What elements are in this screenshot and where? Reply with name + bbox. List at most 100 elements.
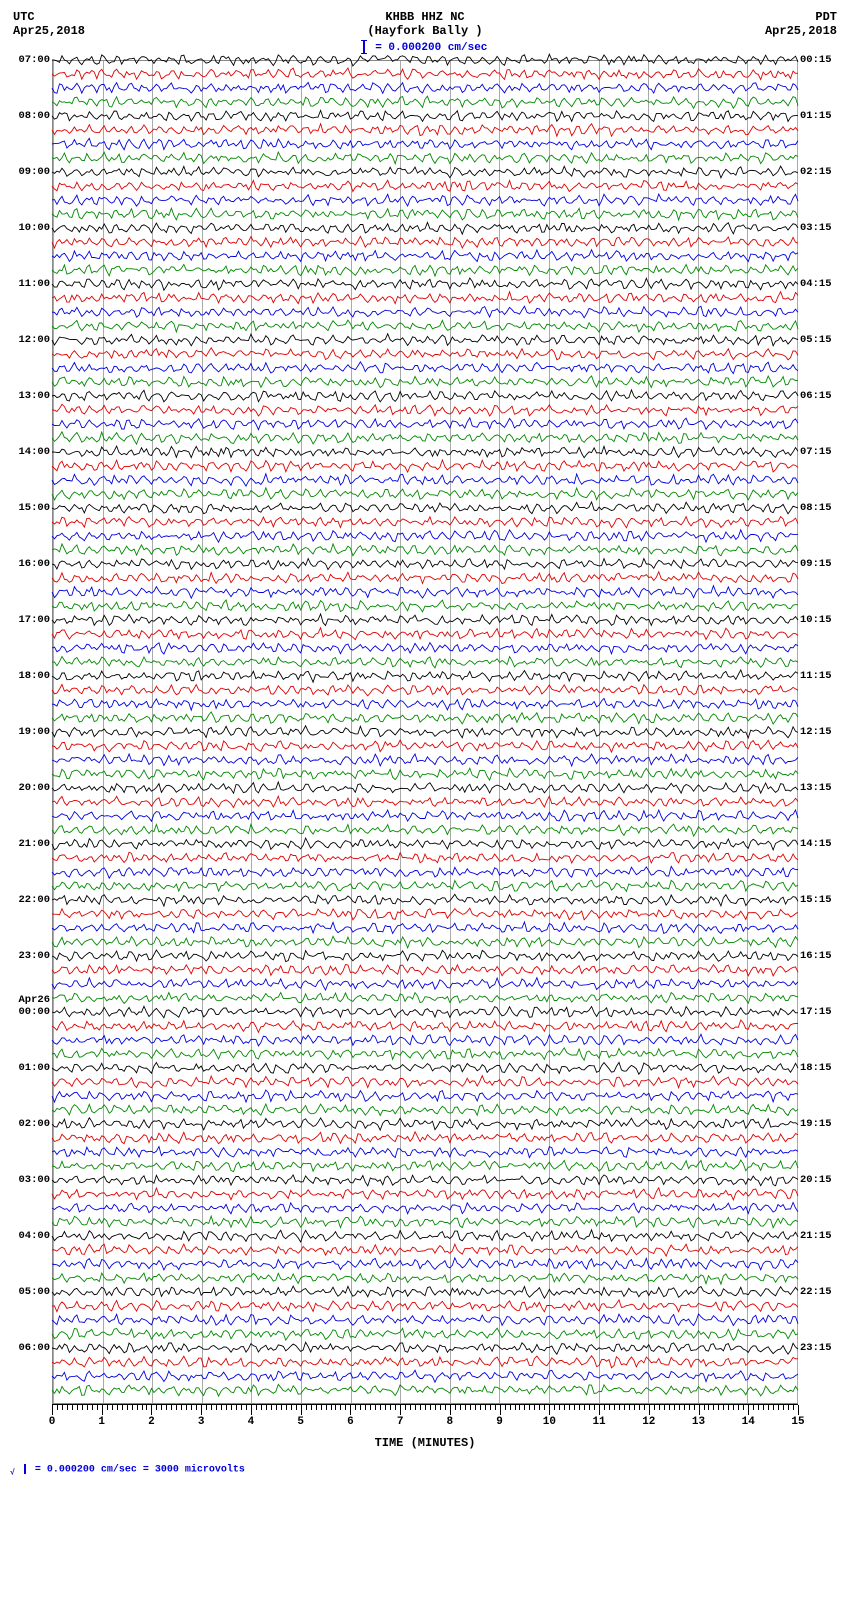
x-tick-minor [316, 1405, 317, 1410]
x-tick-minor [306, 1405, 307, 1410]
hour-row: 06:0023:15 [10, 1348, 840, 1404]
x-tick [450, 1405, 451, 1415]
x-tick-minor [475, 1405, 476, 1410]
x-tick [400, 1405, 401, 1415]
x-tick-minor [430, 1405, 431, 1410]
x-tick-minor [544, 1405, 545, 1410]
seismic-trace [52, 571, 798, 585]
seismic-trace [52, 319, 798, 333]
x-tick-label: 6 [347, 1416, 354, 1428]
x-tick-minor [634, 1405, 635, 1410]
x-tick-minor [236, 1405, 237, 1410]
x-tick-minor [574, 1405, 575, 1410]
x-tick-minor [196, 1405, 197, 1410]
seismic-trace [52, 109, 798, 123]
x-tick-minor [296, 1405, 297, 1410]
seismic-trace [52, 1355, 798, 1369]
hour-row: 05:0022:15 [10, 1292, 840, 1348]
seismic-trace [52, 417, 798, 431]
hour-row: 22:0015:15 [10, 900, 840, 956]
x-tick-minor [465, 1405, 466, 1410]
utc-label: 21:00 [10, 838, 50, 850]
hour-row: 02:0019:15 [10, 1124, 840, 1180]
pdt-label: 07:15 [800, 446, 840, 458]
seismic-trace [52, 585, 798, 599]
x-tick-minor [261, 1405, 262, 1410]
seismic-trace [52, 375, 798, 389]
x-tick-minor [529, 1405, 530, 1410]
x-tick-minor [753, 1405, 754, 1410]
x-tick-minor [554, 1405, 555, 1410]
x-tick-minor [146, 1405, 147, 1410]
x-tick-minor [127, 1405, 128, 1410]
seismic-trace [52, 991, 798, 1005]
seismic-trace [52, 893, 798, 907]
x-tick [699, 1405, 700, 1415]
x-tick-minor [614, 1405, 615, 1410]
utc-label: 10:00 [10, 222, 50, 234]
hour-row: 23:0016:15 [10, 956, 840, 1012]
x-tick [102, 1405, 103, 1415]
x-tick-minor [768, 1405, 769, 1410]
x-tick-minor [619, 1405, 620, 1410]
utc-label: 12:00 [10, 334, 50, 346]
seismic-trace [52, 1159, 798, 1173]
seismic-trace [52, 543, 798, 557]
x-tick-minor [311, 1405, 312, 1410]
x-tick [798, 1405, 799, 1415]
seismic-trace [52, 193, 798, 207]
traces [52, 732, 798, 788]
x-tick-minor [654, 1405, 655, 1410]
seismic-trace [52, 501, 798, 515]
utc-label: 06:00 [10, 1342, 50, 1354]
date-left: Apr25,2018 [13, 24, 103, 38]
x-tick-minor [77, 1405, 78, 1410]
x-tick-minor [505, 1405, 506, 1410]
seismic-trace [52, 515, 798, 529]
pdt-label: 06:15 [800, 390, 840, 402]
traces [52, 788, 798, 844]
x-tick-label: 9 [496, 1416, 503, 1428]
x-tick-minor [410, 1405, 411, 1410]
seismic-trace [52, 1285, 798, 1299]
x-tick-minor [609, 1405, 610, 1410]
x-tick-minor [256, 1405, 257, 1410]
x-tick-minor [321, 1405, 322, 1410]
x-tick-minor [355, 1405, 356, 1410]
seismic-trace [52, 921, 798, 935]
pdt-label: 09:15 [800, 558, 840, 570]
seismic-trace [52, 151, 798, 165]
x-tick-minor [480, 1405, 481, 1410]
x-tick-label: 4 [248, 1416, 255, 1428]
x-tick-minor [763, 1405, 764, 1410]
footer-note: √ = 0.000200 cm/sec = 3000 microvolts [5, 1464, 845, 1478]
x-tick-label: 0 [49, 1416, 56, 1428]
pdt-label: 08:15 [800, 502, 840, 514]
pdt-label: 14:15 [800, 838, 840, 850]
pdt-label: 17:15 [800, 1006, 840, 1018]
x-tick-label: 7 [397, 1416, 404, 1428]
x-tick-label: 12 [642, 1416, 655, 1428]
tz-left: UTC [13, 10, 103, 24]
seismic-trace [52, 1089, 798, 1103]
x-tick [748, 1405, 749, 1415]
x-tick-minor [495, 1405, 496, 1410]
station-location: (Hayfork Bally ) [103, 24, 747, 38]
x-tick-minor [639, 1405, 640, 1410]
x-tick-minor [231, 1405, 232, 1410]
seismic-trace [52, 95, 798, 109]
x-tick-label: 11 [592, 1416, 605, 1428]
traces [52, 1068, 798, 1124]
seismic-trace [52, 711, 798, 725]
x-tick-minor [415, 1405, 416, 1410]
seismic-trace [52, 53, 798, 67]
hour-row: 03:0020:15 [10, 1180, 840, 1236]
seismic-trace [52, 291, 798, 305]
seismic-trace [52, 333, 798, 347]
utc-label: 22:00 [10, 894, 50, 906]
seismic-trace [52, 641, 798, 655]
x-tick-minor [156, 1405, 157, 1410]
utc-label: 17:00 [10, 614, 50, 626]
seismic-trace [52, 81, 798, 95]
seismic-trace [52, 1313, 798, 1327]
